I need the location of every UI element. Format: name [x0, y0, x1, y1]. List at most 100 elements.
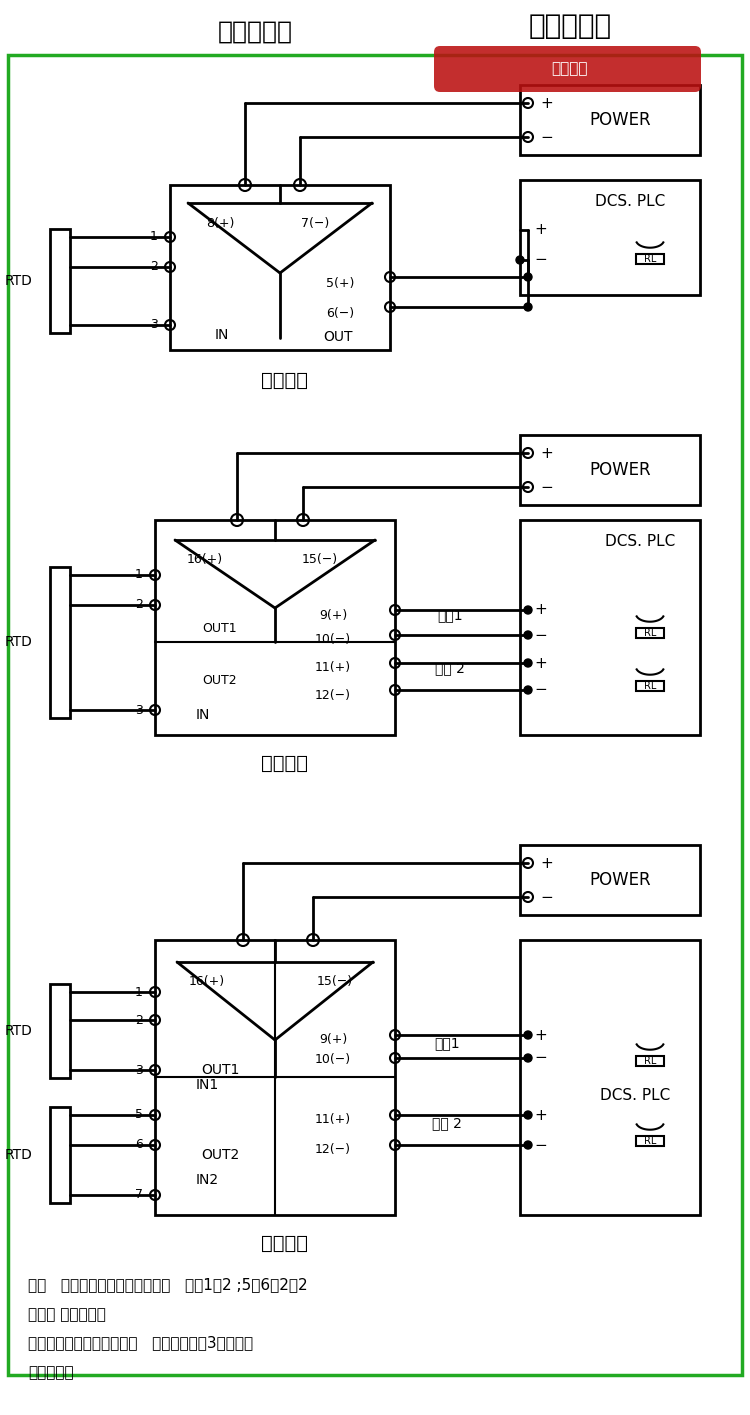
- Text: 1: 1: [135, 985, 143, 999]
- Text: 8(+): 8(+): [206, 216, 234, 229]
- Bar: [520, 940, 700, 1215]
- Circle shape: [524, 1054, 532, 1063]
- Text: 15(−): 15(−): [317, 975, 353, 989]
- Text: 产品接线图: 产品接线图: [217, 20, 292, 44]
- Text: OUT2: OUT2: [201, 1148, 239, 1162]
- Text: 1: 1: [150, 231, 158, 243]
- Bar: [520, 85, 700, 156]
- Circle shape: [524, 273, 532, 282]
- Bar: [520, 434, 700, 505]
- Text: −: −: [534, 682, 547, 698]
- Text: 11(+): 11(+): [315, 661, 351, 675]
- Text: OUT: OUT: [323, 330, 352, 344]
- Text: −: −: [540, 480, 553, 494]
- Bar: [50, 567, 70, 717]
- Text: 11(+): 11(+): [315, 1114, 351, 1126]
- Text: +: +: [540, 446, 553, 460]
- Text: 2: 2: [135, 1013, 143, 1026]
- Text: 通道1: 通道1: [437, 608, 463, 623]
- Bar: [520, 845, 700, 916]
- Circle shape: [516, 256, 524, 265]
- Text: −: −: [534, 627, 547, 642]
- Bar: [50, 983, 70, 1078]
- Circle shape: [524, 303, 532, 311]
- Text: 6: 6: [135, 1139, 143, 1152]
- Text: 出时） 必须短接。: 出时） 必须短接。: [28, 1307, 106, 1322]
- Text: 10(−): 10(−): [315, 1054, 351, 1067]
- Text: 2: 2: [135, 599, 143, 611]
- Text: IN1: IN1: [195, 1078, 219, 1092]
- Text: OUT1: OUT1: [202, 621, 237, 634]
- Text: 5: 5: [135, 1108, 143, 1122]
- Circle shape: [524, 606, 532, 614]
- Text: +: +: [534, 603, 547, 617]
- Bar: [50, 229, 70, 333]
- Text: OUT2: OUT2: [202, 674, 237, 686]
- Text: 6(−): 6(−): [326, 307, 354, 320]
- Text: 15(−): 15(−): [302, 553, 338, 566]
- Text: 盗图必究: 盗图必究: [552, 61, 588, 76]
- Circle shape: [524, 659, 532, 666]
- Text: −: −: [534, 1050, 547, 1065]
- Bar: [170, 185, 390, 350]
- Text: RTD: RTD: [5, 1024, 33, 1039]
- Text: 16(+): 16(+): [189, 975, 225, 989]
- Text: 12(−): 12(−): [315, 1143, 351, 1156]
- Bar: [636, 1136, 664, 1146]
- Bar: [50, 1107, 70, 1203]
- Text: 7: 7: [135, 1189, 143, 1201]
- Text: 3: 3: [150, 318, 158, 331]
- Text: −: −: [534, 252, 547, 267]
- Text: −: −: [534, 1138, 547, 1152]
- Text: RL: RL: [644, 1136, 656, 1146]
- Text: +: +: [540, 95, 553, 110]
- Text: 通道1: 通道1: [434, 1036, 460, 1050]
- Text: 9(+): 9(+): [319, 1033, 347, 1047]
- Text: RL: RL: [644, 628, 656, 638]
- Text: −: −: [540, 890, 553, 904]
- Text: 1: 1: [135, 569, 143, 582]
- Text: RTD: RTD: [5, 275, 33, 289]
- Bar: [636, 628, 664, 638]
- Text: 16(+): 16(+): [187, 553, 223, 566]
- Text: 5(+): 5(+): [326, 276, 354, 290]
- Circle shape: [524, 686, 532, 693]
- Text: +: +: [534, 222, 547, 238]
- Text: 阻值相等。: 阻值相等。: [28, 1365, 74, 1380]
- Circle shape: [524, 1032, 532, 1039]
- Text: 亦淳旗舰店: 亦淳旗舰店: [529, 11, 611, 40]
- Bar: [155, 940, 395, 1215]
- Text: 9(+): 9(+): [319, 610, 347, 623]
- Text: POWER: POWER: [590, 461, 651, 480]
- Circle shape: [524, 1140, 532, 1149]
- Text: 3: 3: [135, 703, 143, 716]
- Text: RTD: RTD: [5, 1148, 33, 1162]
- Text: 3: 3: [135, 1064, 143, 1077]
- Bar: [636, 681, 664, 691]
- Text: IN: IN: [214, 328, 230, 342]
- Text: +: +: [534, 1108, 547, 1122]
- Text: 三线制热电阻信号输入时，   要尽可能保证3根导线电: 三线制热电阻信号输入时， 要尽可能保证3根导线电: [28, 1334, 253, 1350]
- Text: RTD: RTD: [5, 635, 33, 649]
- Text: +: +: [534, 655, 547, 671]
- Text: IN: IN: [196, 708, 210, 722]
- Text: 12(−): 12(−): [315, 689, 351, 702]
- Text: POWER: POWER: [590, 110, 651, 129]
- Text: 通道 2: 通道 2: [432, 1116, 462, 1131]
- Text: DCS. PLC: DCS. PLC: [600, 1088, 670, 1102]
- Text: DCS. PLC: DCS. PLC: [604, 535, 675, 549]
- Text: −: −: [540, 130, 553, 144]
- Bar: [636, 1056, 664, 1065]
- Text: RL: RL: [644, 255, 656, 265]
- Bar: [520, 180, 700, 294]
- Text: 7(−): 7(−): [301, 216, 329, 229]
- Text: +: +: [534, 1027, 547, 1043]
- Text: 注：   二线制热电阻信号输入时，   端子1、2 ;5、6（2进2: 注： 二线制热电阻信号输入时， 端子1、2 ;5、6（2进2: [28, 1276, 308, 1292]
- Bar: [155, 519, 395, 734]
- Text: OUT1: OUT1: [201, 1063, 239, 1077]
- Text: IN2: IN2: [196, 1173, 218, 1187]
- Bar: [636, 255, 664, 265]
- Text: 二进二出: 二进二出: [262, 1234, 308, 1252]
- Text: 一进一出: 一进一出: [262, 371, 308, 389]
- Text: POWER: POWER: [590, 872, 651, 889]
